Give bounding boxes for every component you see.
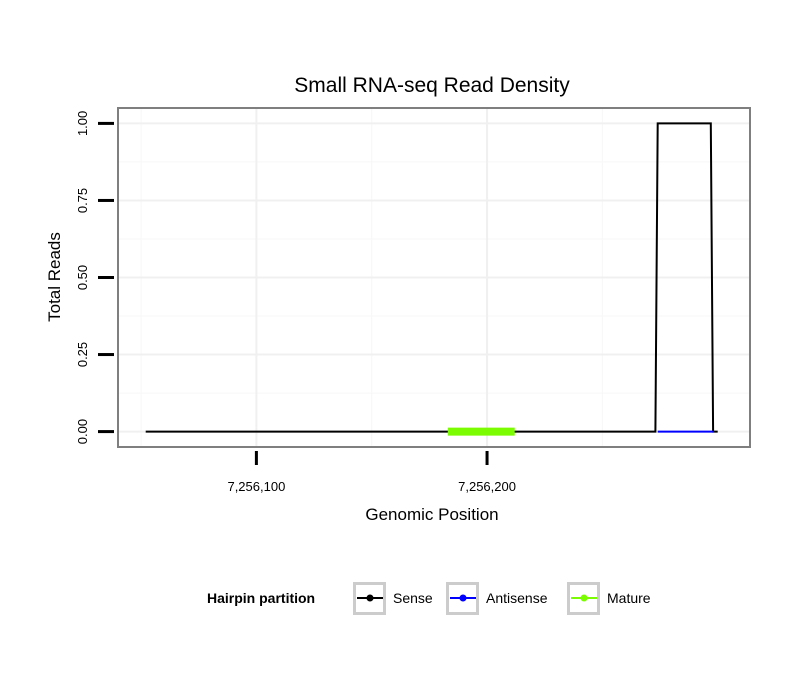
x-tick-label: 7,256,100 <box>227 479 285 494</box>
legend-item-mature: Mature <box>567 582 651 615</box>
x-tick-label: 7,256,200 <box>458 479 516 494</box>
y-tick-label: 1.00 <box>75 111 90 136</box>
y-tick-label: 0.00 <box>75 419 90 444</box>
x-axis-title: Genomic Position <box>365 505 498 524</box>
legend-label: Sense <box>393 590 433 606</box>
legend-key-point <box>580 594 588 602</box>
legend-item-antisense: Antisense <box>446 582 548 615</box>
y-axis: 0.00 0.25 0.50 0.75 1.00 <box>75 111 114 444</box>
plot-panel-border <box>117 107 751 448</box>
chart-title: Small RNA-seq Read Density <box>294 74 570 97</box>
legend-key-point <box>459 594 467 602</box>
data-series <box>145 122 718 436</box>
legend-label: Mature <box>607 590 651 606</box>
y-tick-label: 0.50 <box>75 265 90 290</box>
y-axis-title: Total Reads <box>45 232 64 322</box>
grid-lines <box>118 108 750 447</box>
legend-key-point <box>366 594 374 602</box>
y-tick-label: 0.75 <box>75 188 90 213</box>
legend-label: Antisense <box>486 590 548 606</box>
legend: Hairpin partition Sense Antisense Mature <box>207 582 651 615</box>
series-sense-line <box>145 122 718 433</box>
x-axis: 7,256,100 7,256,200 <box>227 451 516 494</box>
legend-item-sense: Sense <box>353 582 433 615</box>
y-tick-label: 0.25 <box>75 342 90 367</box>
legend-title: Hairpin partition <box>207 590 315 606</box>
